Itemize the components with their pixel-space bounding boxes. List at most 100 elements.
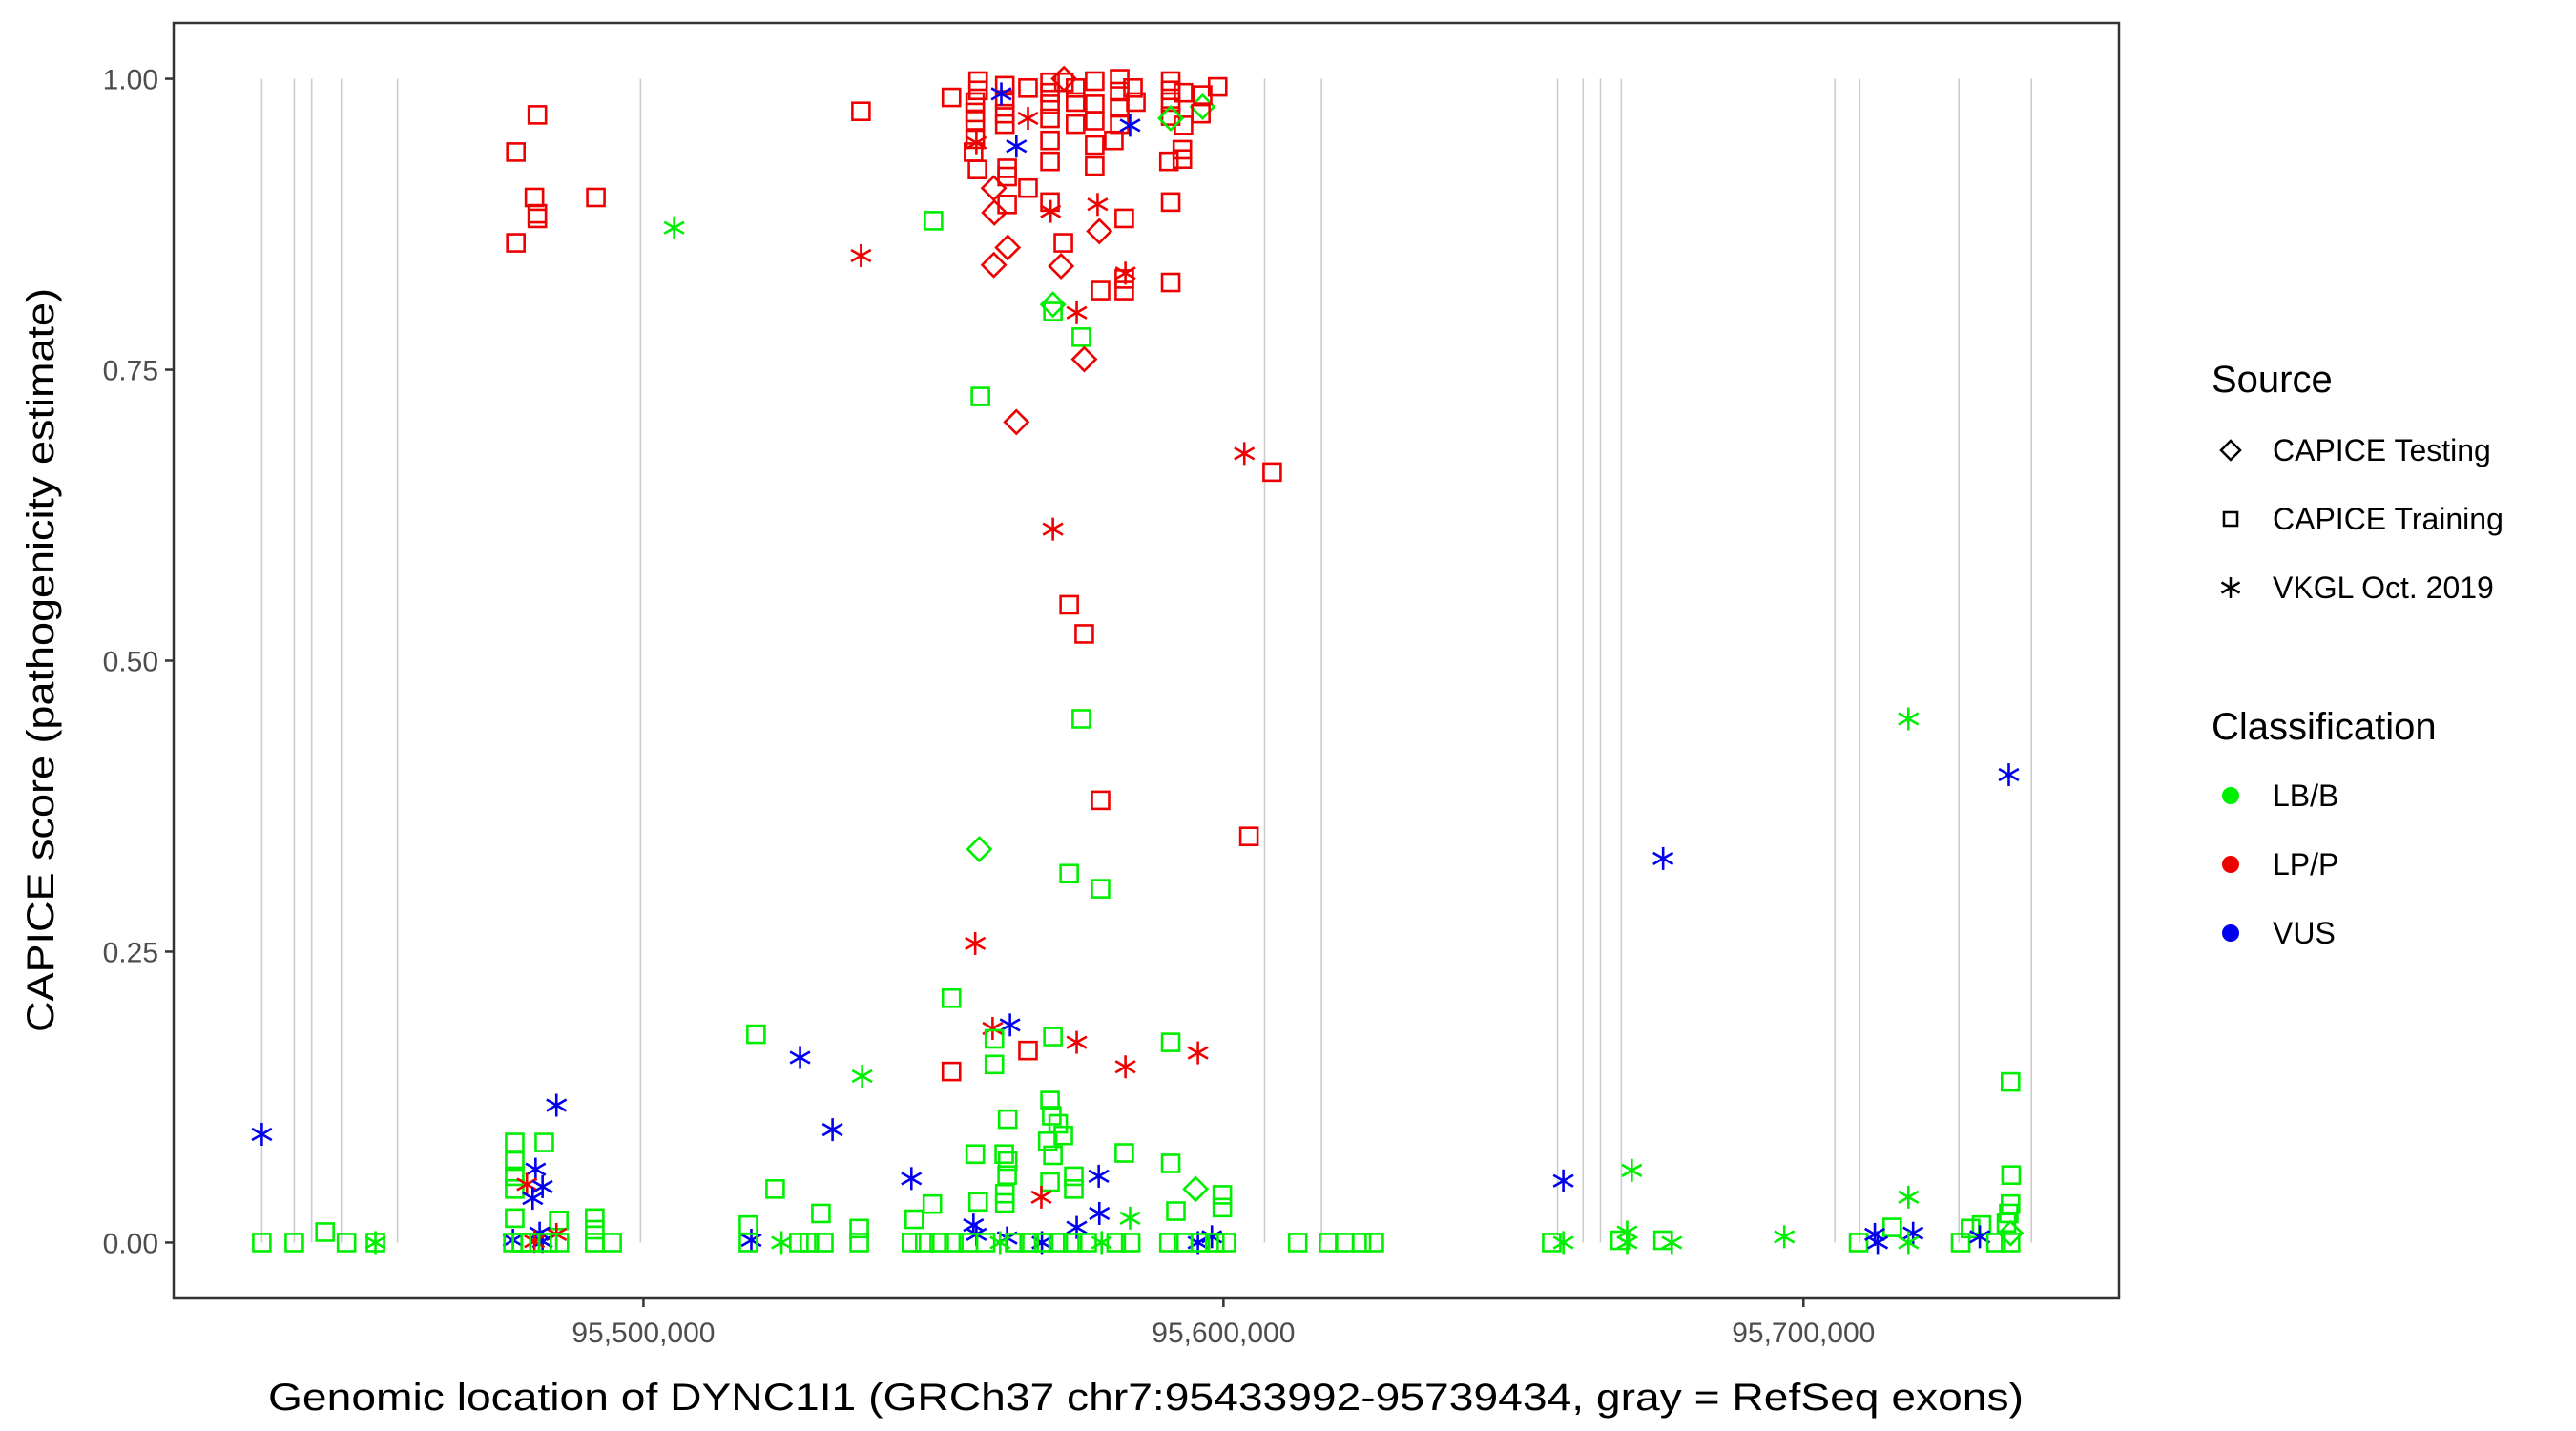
point-square-lp-p: [965, 111, 986, 131]
point-asterisk-vus: [1998, 763, 2020, 787]
point-square-lb-b: [746, 1024, 766, 1045]
point-square-lb-b: [929, 1233, 949, 1253]
point-square-lp-p: [527, 208, 548, 229]
point-square-lb-b: [904, 1209, 924, 1230]
point-square-lp-p: [1174, 82, 1194, 103]
legend-classification-title: Classification: [2212, 706, 2437, 748]
y-axis: 0.00 0.25 0.50 0.75 1.00: [103, 65, 174, 1259]
point-square-lb-b: [1212, 1197, 1233, 1218]
point-square-lb-b: [505, 1208, 525, 1229]
point-square-lp-p: [1018, 78, 1038, 98]
point-square-lp-p: [1040, 82, 1060, 103]
point-square-lp-p: [1207, 76, 1228, 97]
point-asterisk-lb-b: [663, 216, 685, 239]
point-square-lb-b: [849, 1218, 869, 1239]
point-square-lp-p: [1018, 1040, 1038, 1061]
point-square-lb-b: [1053, 1125, 1073, 1146]
legend-label: CAPICE Training: [2273, 501, 2503, 536]
point-asterisk-lb-b: [1119, 1206, 1141, 1230]
point-square-lb-b: [1166, 1201, 1186, 1221]
point-square-lb-b: [849, 1233, 869, 1253]
point-square-lp-p: [1158, 151, 1179, 172]
point-asterisk-lp-p: [1234, 442, 1256, 466]
point-square-lb-b: [1364, 1233, 1384, 1253]
point-square-lb-b: [1043, 301, 1063, 321]
y-tick-label: 0.25: [103, 937, 158, 968]
point-square-lp-p: [1262, 462, 1282, 483]
point-square-lb-b: [585, 1219, 605, 1240]
point-square-lb-b: [1040, 1090, 1060, 1110]
legend-item-lb-b: LB/B: [2212, 777, 2338, 815]
point-square-lp-p: [1059, 594, 1079, 615]
point-square-lp-p: [997, 195, 1017, 215]
point-square-lb-b: [914, 1233, 935, 1253]
point-square-lb-b: [922, 1193, 943, 1214]
point-diamond-lp-p: [1003, 408, 1030, 436]
point-square-lp-p: [527, 105, 548, 125]
point-square-lp-p: [1040, 94, 1060, 114]
point-asterisk-vus: [531, 1174, 553, 1198]
point-square-lb-b: [585, 1233, 605, 1253]
point-square-lb-b: [284, 1233, 304, 1253]
point-square-lb-b: [1062, 1233, 1083, 1253]
legend-label: VKGL Oct. 2019: [2273, 570, 2494, 605]
asterisk-icon: [2220, 577, 2241, 598]
point-square-lb-b: [1048, 1233, 1069, 1253]
y-tick-label: 0.75: [103, 356, 158, 387]
point-square-lb-b: [984, 1028, 1005, 1049]
point-square-lp-p: [506, 142, 526, 162]
point-square-lb-b: [1040, 1172, 1060, 1192]
point-square-lb-b: [1071, 709, 1091, 729]
point-diamond-lb-b: [966, 836, 993, 863]
point-asterisk-lp-p: [850, 243, 872, 267]
point-diamond-lp-p: [1086, 218, 1113, 245]
point-square-lb-b: [994, 1192, 1015, 1213]
point-square-lp-p: [851, 101, 871, 122]
x-tick-label: 95,600,000: [1152, 1317, 1295, 1349]
point-square-lb-b: [970, 386, 990, 406]
point-asterisk-vus: [1552, 1169, 1574, 1192]
point-diamond-lb-b: [1157, 105, 1185, 133]
point-square-lb-b: [1985, 1233, 2006, 1253]
point-asterisk-vus: [251, 1122, 273, 1146]
point-asterisk-lp-p: [1030, 1185, 1052, 1209]
point-square-lp-p: [1191, 103, 1211, 124]
point-square-lp-p: [965, 92, 986, 113]
point-square-lb-b: [1091, 879, 1111, 899]
point-diamond-lp-p: [981, 198, 1008, 226]
legend-label: LP/P: [2273, 846, 2339, 881]
point-square-lp-p: [941, 87, 962, 108]
point-square-lb-b: [2001, 1233, 2021, 1253]
point-square-lb-b: [537, 1233, 558, 1253]
legend-label: VUS: [2273, 915, 2336, 950]
legend-source-title: Source: [2212, 359, 2333, 401]
point-square-lb-b: [1160, 1032, 1181, 1052]
point-square-lb-b: [1106, 1233, 1127, 1253]
point-square-lb-b: [924, 211, 944, 231]
point-square-lp-p: [1074, 624, 1094, 644]
point-square-lp-p: [1040, 72, 1060, 93]
point-square-lp-p: [994, 114, 1015, 135]
point-square-lb-b: [1077, 1233, 1097, 1253]
point-square-lb-b: [534, 1132, 554, 1152]
point-asterisk-vus: [525, 1157, 547, 1181]
point-square-lb-b: [997, 1109, 1018, 1130]
point-square-lb-b: [1204, 1233, 1225, 1253]
point-diamond-lb-b: [1997, 1219, 2025, 1247]
point-square-lb-b: [1212, 1185, 1233, 1205]
point-square-lp-p: [1114, 269, 1134, 289]
point-square-lb-b: [814, 1233, 834, 1253]
diamond-icon: [2219, 439, 2242, 462]
point-square-lp-p: [1172, 149, 1193, 170]
point-square-lb-b: [967, 1192, 988, 1213]
point-square-lb-b: [1059, 863, 1079, 884]
point-asterisk-lp-p: [1066, 1030, 1088, 1054]
point-square-lp-p: [994, 75, 1015, 96]
point-square-lp-p: [941, 1061, 962, 1082]
dot-icon: [2222, 856, 2239, 873]
point-square-lb-b: [811, 1203, 831, 1224]
point-asterisk-lp-p: [1187, 1041, 1209, 1065]
point-diamond-lb-b: [1039, 291, 1067, 319]
